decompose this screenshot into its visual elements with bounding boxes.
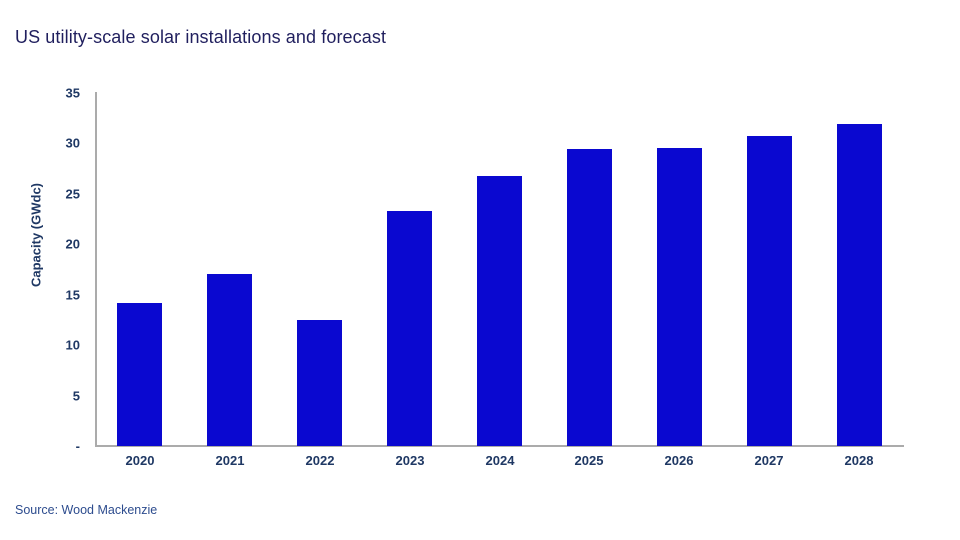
y-tick-label: 35 xyxy=(65,85,80,101)
bar-2027 xyxy=(747,136,792,446)
bar-2020 xyxy=(117,303,162,446)
y-tick-label: 30 xyxy=(65,135,80,151)
bar-2022 xyxy=(297,320,342,446)
x-tick-label-2023: 2023 xyxy=(395,453,425,468)
bar-2025 xyxy=(567,149,612,446)
bar-2028 xyxy=(837,124,882,446)
x-axis-line xyxy=(95,445,904,447)
x-tick-label-2024: 2024 xyxy=(485,453,515,468)
x-tick-label-2025: 2025 xyxy=(574,453,604,468)
x-tick-label-2026: 2026 xyxy=(664,453,694,468)
y-tick-label: 5 xyxy=(72,388,80,404)
y-tick-label: 25 xyxy=(65,186,80,202)
x-tick-label-2028: 2028 xyxy=(844,453,874,468)
x-tick-label-2027: 2027 xyxy=(754,453,784,468)
y-axis-line xyxy=(95,92,97,447)
x-tick-label-2020: 2020 xyxy=(125,453,155,468)
bar-2026 xyxy=(657,148,702,446)
y-tick-label: 15 xyxy=(65,287,80,303)
bar-2021 xyxy=(207,274,252,446)
x-tick-label-2022: 2022 xyxy=(305,453,335,468)
bar-2024 xyxy=(477,176,522,446)
source-note: Source: Wood Mackenzie xyxy=(15,503,158,517)
y-tick-label: 10 xyxy=(65,337,80,353)
y-tick-label: - xyxy=(75,438,80,454)
chart-title: US utility-scale solar installations and… xyxy=(15,27,387,47)
x-tick-label-2021: 2021 xyxy=(215,453,245,468)
bar-2023 xyxy=(387,211,432,446)
y-tick-label: 20 xyxy=(65,236,80,252)
